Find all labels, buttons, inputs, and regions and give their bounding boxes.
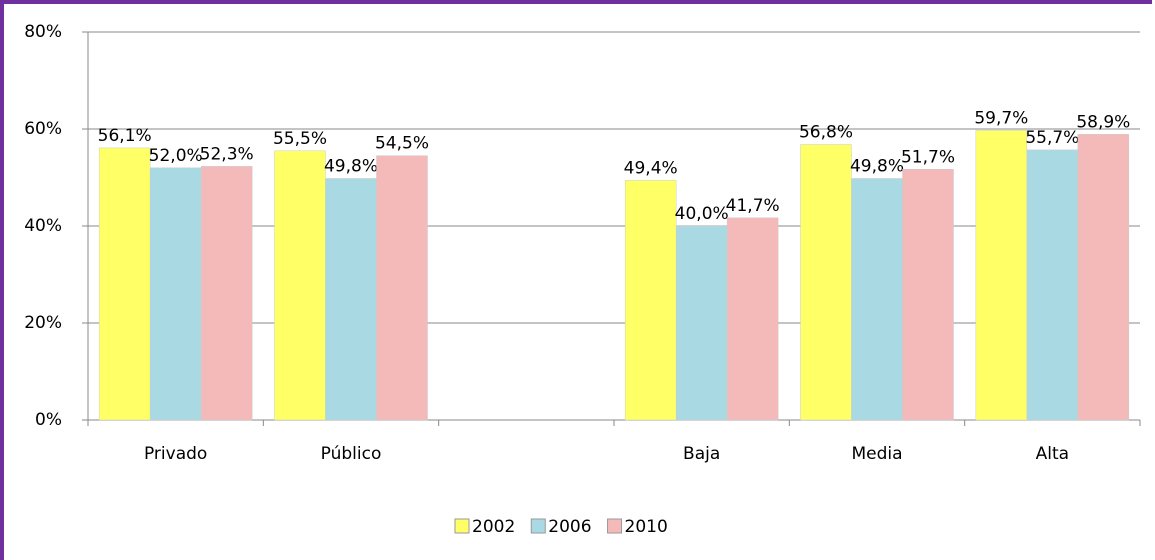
data-label: 49,8% — [850, 156, 904, 176]
bar — [851, 178, 903, 421]
data-label: 56,1% — [98, 126, 152, 146]
bar — [1077, 134, 1130, 421]
bar — [1026, 149, 1079, 421]
bar — [376, 155, 428, 421]
bar — [325, 178, 377, 421]
bar — [98, 147, 151, 421]
bar — [726, 217, 779, 421]
bar — [902, 169, 954, 421]
data-label: 59,7% — [974, 108, 1028, 128]
data-label: 56,8% — [799, 123, 853, 143]
y-tick-label: 40% — [24, 216, 62, 236]
bar — [624, 180, 677, 421]
bar — [975, 130, 1028, 421]
legend-swatch — [454, 518, 470, 534]
legend-label: 2010 — [625, 517, 668, 537]
data-label: 49,8% — [324, 156, 378, 176]
bar — [149, 167, 202, 421]
bar — [800, 144, 852, 421]
x-tick-label: Privado — [144, 444, 207, 464]
data-label: 40,0% — [675, 204, 729, 224]
data-label: 52,3% — [200, 144, 254, 164]
y-tick-label: 0% — [35, 410, 62, 430]
x-tick-label: Baja — [683, 444, 720, 464]
x-tick-label: Media — [851, 444, 902, 464]
bar — [200, 166, 253, 421]
legend-swatch — [530, 518, 546, 534]
x-tick-label: Público — [321, 444, 382, 464]
y-tick-label: 20% — [24, 313, 62, 333]
y-tick-label: 80% — [24, 22, 62, 42]
data-label: 52,0% — [149, 146, 203, 166]
legend-swatch — [607, 518, 623, 534]
data-label: 49,4% — [624, 158, 678, 178]
bar — [675, 225, 728, 421]
data-label: 55,7% — [1025, 128, 1079, 148]
bar — [274, 150, 326, 421]
legend-label: 2002 — [472, 517, 515, 537]
data-label: 54,5% — [375, 134, 429, 154]
y-tick-label: 60% — [24, 119, 62, 139]
data-label: 58,9% — [1076, 112, 1130, 132]
data-label: 41,7% — [726, 196, 780, 216]
data-label: 55,5% — [273, 129, 327, 149]
legend-label: 2006 — [548, 517, 591, 537]
x-tick-label: Alta — [1036, 444, 1069, 464]
data-label: 51,7% — [901, 147, 955, 167]
